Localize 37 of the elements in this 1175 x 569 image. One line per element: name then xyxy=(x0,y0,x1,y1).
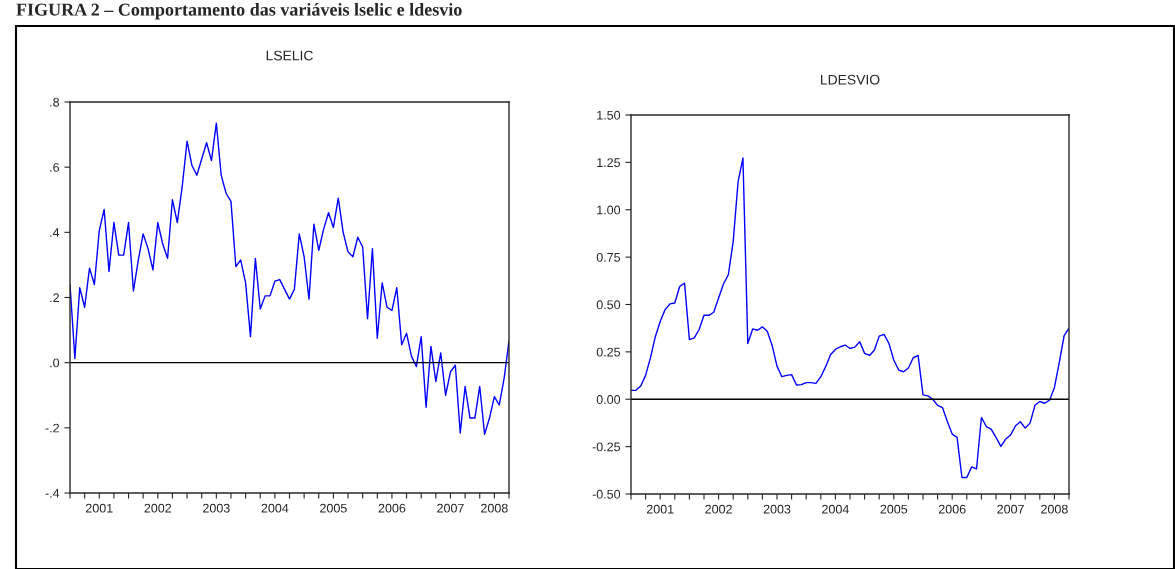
y-tick-label: .6 xyxy=(50,162,60,172)
x-tick-label: 2008 xyxy=(481,503,508,513)
x-tick-label: 2006 xyxy=(378,503,406,513)
x-tick-label: 2002 xyxy=(144,503,172,513)
y-tick-label: 1.50 xyxy=(597,110,621,120)
chart-title: LSELIC xyxy=(266,50,313,61)
x-tick-label: 2001 xyxy=(646,504,674,514)
x-tick-label: 2002 xyxy=(705,504,732,514)
y-tick-label: 1.25 xyxy=(597,158,621,168)
x-tick-label: 2004 xyxy=(261,503,289,513)
y-tick-label: -.2 xyxy=(45,423,59,433)
x-tick-label: 2005 xyxy=(320,503,347,513)
y-tick-label: 0.00 xyxy=(596,395,621,404)
line-series xyxy=(70,122,509,436)
x-tick-label: 2004 xyxy=(822,504,849,514)
x-tick-label: 2005 xyxy=(880,504,908,514)
y-tick-label: 0.50 xyxy=(596,300,621,310)
x-tick-label: 2006 xyxy=(938,504,966,514)
x-tick-label: 2003 xyxy=(203,503,230,513)
x-tick-label: 2007 xyxy=(437,503,464,513)
y-tick-label: 0.25 xyxy=(596,347,621,357)
x-tick-label: 2007 xyxy=(997,504,1024,514)
y-tick-label: .4 xyxy=(50,228,60,237)
x-tick-label: 2003 xyxy=(763,504,791,514)
y-tick-label: -0.25 xyxy=(592,442,621,452)
y-tick-label: .2 xyxy=(50,293,59,303)
y-tick-label: .8 xyxy=(50,97,60,107)
chart-title: LDESVIO xyxy=(821,74,880,85)
y-tick-label: -.4 xyxy=(45,488,60,498)
x-tick-label: 2008 xyxy=(1041,504,1068,514)
y-tick-label: 0.75 xyxy=(596,252,621,262)
y-tick-label: 1.00 xyxy=(597,205,621,215)
text: FIGURA 2 – Comportamento das variáveis lselic e ldesvio xyxy=(16,3,462,20)
line-series xyxy=(631,157,1069,479)
y-tick-label: -0.50 xyxy=(592,489,621,499)
x-tick-label: 2001 xyxy=(85,503,113,513)
y-tick-label: .0 xyxy=(50,358,60,368)
